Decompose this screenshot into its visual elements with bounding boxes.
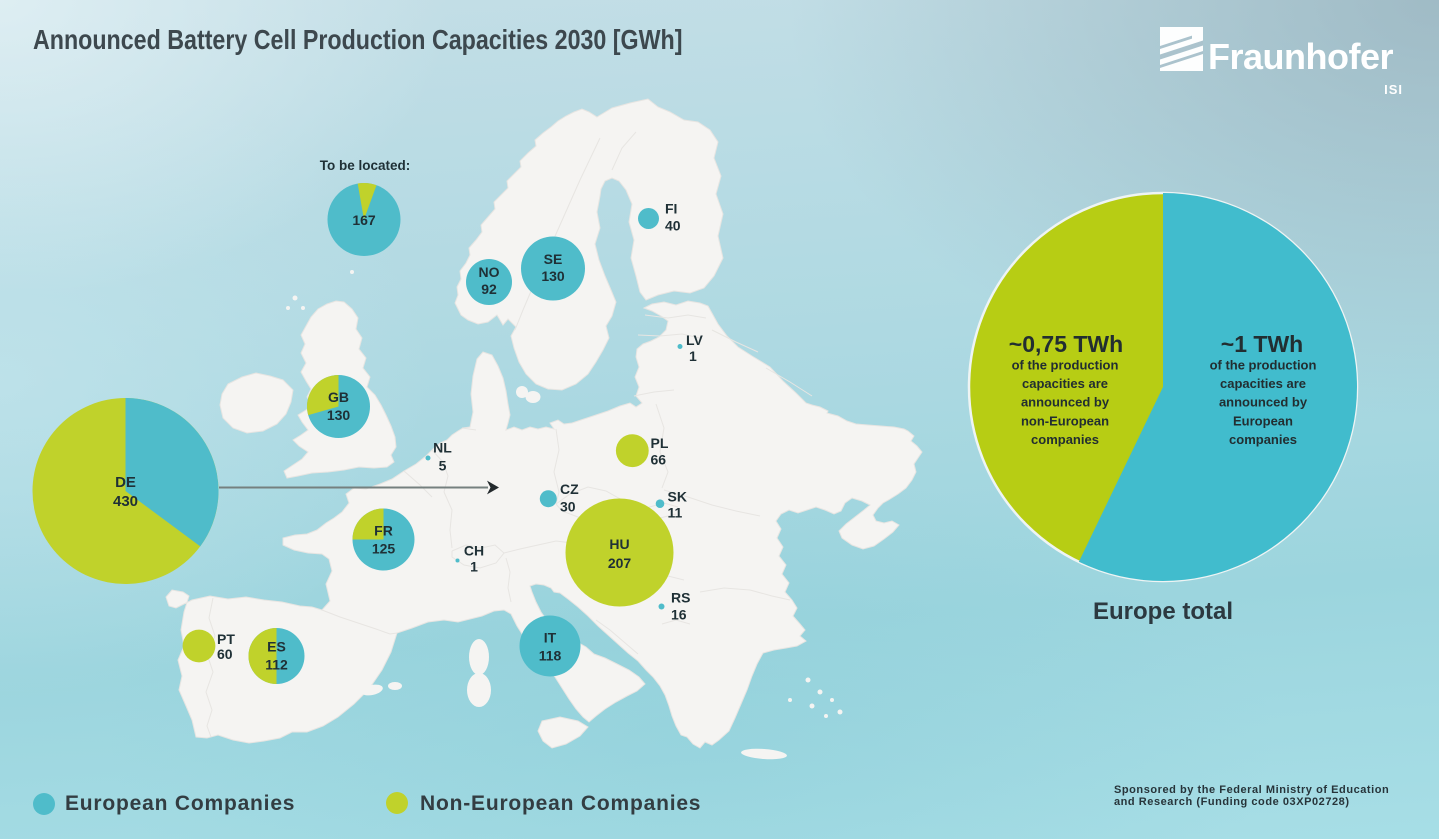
svg-text:European: European	[1233, 413, 1293, 428]
svg-text:RS: RS	[671, 590, 690, 606]
svg-text:130: 130	[327, 407, 351, 423]
svg-text:companies: companies	[1031, 432, 1099, 447]
svg-text:207: 207	[608, 555, 632, 571]
svg-text:capacities are: capacities are	[1220, 376, 1306, 391]
svg-text:non-European: non-European	[1021, 413, 1109, 428]
svg-text:66: 66	[651, 452, 667, 468]
svg-text:11: 11	[668, 505, 683, 521]
svg-text:130: 130	[541, 268, 565, 284]
svg-text:companies: companies	[1229, 432, 1297, 447]
svg-text:1: 1	[689, 348, 697, 364]
svg-text:of the production: of the production	[1210, 358, 1317, 373]
svg-text:GB: GB	[328, 389, 349, 405]
svg-text:FR: FR	[374, 523, 393, 539]
svg-text:5: 5	[439, 458, 447, 474]
svg-text:1: 1	[470, 559, 478, 575]
svg-text:125: 125	[372, 541, 396, 557]
svg-text:of the production: of the production	[1012, 358, 1119, 373]
svg-text:167: 167	[352, 212, 376, 228]
svg-text:CH: CH	[464, 543, 484, 559]
svg-text:92: 92	[481, 281, 497, 297]
svg-text:16: 16	[671, 607, 687, 623]
svg-text:PL: PL	[651, 435, 669, 451]
svg-text:30: 30	[560, 499, 576, 515]
svg-text:DE: DE	[115, 474, 136, 491]
svg-text:HU: HU	[609, 536, 629, 552]
svg-text:118: 118	[539, 648, 562, 664]
svg-text:capacities are: capacities are	[1022, 376, 1108, 391]
svg-text:LV: LV	[686, 332, 704, 348]
svg-text:430: 430	[113, 493, 138, 510]
svg-text:CZ: CZ	[560, 481, 579, 497]
svg-text:ES: ES	[267, 639, 286, 655]
svg-text:announced by: announced by	[1021, 395, 1110, 410]
svg-text:112: 112	[265, 657, 288, 673]
svg-text:SK: SK	[668, 489, 687, 505]
svg-text:~1 TWh: ~1 TWh	[1221, 331, 1303, 357]
svg-text:SE: SE	[544, 251, 563, 267]
svg-text:PT: PT	[217, 631, 235, 647]
svg-text:60: 60	[217, 646, 233, 662]
svg-text:40: 40	[665, 218, 681, 234]
svg-text:announced by: announced by	[1219, 395, 1308, 410]
svg-text:IT: IT	[544, 630, 557, 646]
svg-text:FI: FI	[665, 201, 677, 217]
svg-text:NO: NO	[479, 264, 500, 280]
svg-text:To be located:: To be located:	[320, 158, 411, 173]
svg-text:NL: NL	[433, 440, 452, 456]
svg-text:~0,75 TWh: ~0,75 TWh	[1009, 331, 1123, 357]
